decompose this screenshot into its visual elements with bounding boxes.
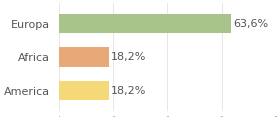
Text: 18,2%: 18,2% (111, 86, 146, 96)
Bar (59, 14, 231, 33)
Bar (59, 81, 109, 100)
Text: 18,2%: 18,2% (111, 52, 146, 62)
Text: 63,6%: 63,6% (234, 19, 269, 29)
Bar (59, 47, 109, 67)
